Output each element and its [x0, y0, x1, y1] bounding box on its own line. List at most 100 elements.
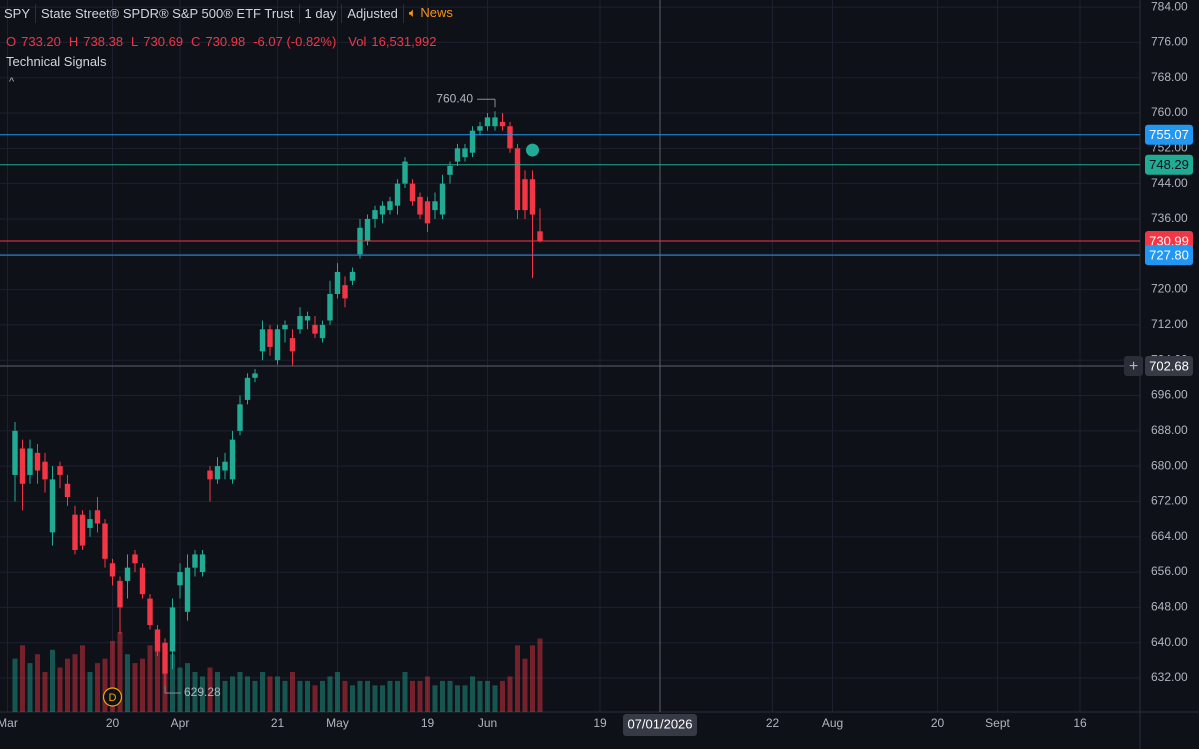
volume-bar	[320, 680, 325, 712]
candle-body	[222, 461, 228, 471]
price-badge-label: 755.07	[1149, 127, 1189, 142]
candle-body	[177, 572, 183, 586]
y-tick-label: 720.00	[1151, 282, 1188, 296]
volume-bar	[260, 672, 265, 712]
volume-bar	[290, 672, 295, 712]
event-marker[interactable]	[102, 687, 123, 707]
candle-body	[214, 466, 221, 480]
volume-bar	[170, 654, 175, 712]
news-label: News	[420, 5, 453, 20]
y-tick-label: 744.00	[1151, 176, 1188, 190]
volume-bar	[20, 645, 25, 712]
candle-body	[364, 218, 371, 242]
candle-body	[109, 563, 116, 577]
volume-bar	[35, 654, 40, 712]
collapse-button[interactable]: ^	[9, 76, 15, 88]
adjustment[interactable]: Adjusted	[342, 3, 404, 23]
volume-bar	[192, 672, 198, 712]
y-tick-label: 640.00	[1151, 635, 1188, 649]
volume-value: 16,531,992	[371, 34, 437, 49]
volume-bar	[207, 667, 213, 712]
volume-bar	[522, 658, 528, 712]
crosshair-x-label: 07/01/2026	[627, 716, 692, 731]
ohlc-key: L	[131, 34, 139, 49]
volume-bar	[470, 676, 475, 712]
volume-bar	[222, 680, 228, 712]
volume-bar	[12, 658, 18, 712]
candle-body	[402, 161, 408, 184]
ohlc-row: O 733.20 H 738.38 L 730.69 C 730.98 -6.07 (-0.82…	[0, 34, 436, 49]
candle-body	[499, 121, 506, 127]
volume-bar	[102, 658, 108, 712]
candle-body	[12, 430, 18, 475]
volume-bar	[365, 680, 370, 712]
candle-body	[72, 514, 78, 551]
candle-body	[207, 470, 213, 480]
volume-bar	[432, 685, 438, 712]
volume-bar	[500, 680, 505, 712]
candle-body	[432, 201, 438, 211]
price-badge-label: 748.29	[1149, 157, 1189, 172]
volume-bar	[282, 680, 288, 712]
candle-body	[439, 183, 446, 215]
candle-body	[192, 554, 198, 568]
volume-bar	[185, 663, 190, 712]
volume-bar	[132, 663, 138, 712]
x-tick-label: May	[326, 716, 349, 730]
volume-bar	[57, 667, 63, 712]
volume-bar	[462, 685, 468, 712]
candle-body	[229, 439, 236, 480]
volume-bar	[252, 680, 258, 712]
volume-bar	[477, 680, 483, 712]
news[interactable]: 🔈︎ News	[408, 5, 453, 20]
annotation-label: 760.40	[436, 91, 473, 105]
candle-body	[522, 179, 528, 211]
volume-bar	[72, 654, 78, 712]
y-tick-label: 688.00	[1151, 423, 1188, 437]
candle-body	[409, 183, 416, 202]
candle-body	[124, 567, 131, 581]
candle-body	[94, 510, 101, 524]
x-tick-label: Mar	[0, 716, 18, 730]
y-tick-label: 712.00	[1151, 317, 1188, 331]
candle-body	[289, 338, 296, 352]
ohlc-value: 730.69	[143, 34, 184, 49]
x-tick-label: Aug	[822, 716, 843, 730]
candle-body	[507, 126, 513, 149]
volume-bar	[515, 645, 520, 712]
interval[interactable]: 1 day	[300, 3, 343, 23]
candle-body	[132, 554, 138, 564]
candle-body	[162, 642, 168, 674]
candle-body	[169, 607, 176, 652]
ohlc-key: C	[191, 34, 201, 49]
y-tick-label: 784.00	[1151, 0, 1188, 13]
candle-body	[327, 293, 333, 321]
volume-bar	[297, 680, 303, 712]
candle-body	[27, 448, 33, 475]
candle-body	[244, 377, 251, 400]
candle-body	[484, 117, 491, 127]
candle-body	[394, 183, 401, 206]
crosshair-add-button[interactable]	[1124, 356, 1143, 377]
volume-bar	[455, 685, 460, 712]
price-badge-label: 730.99	[1149, 233, 1189, 248]
indicator[interactable]: Technical Signals	[6, 54, 107, 69]
candle-body	[297, 316, 303, 330]
volume-bar	[305, 680, 310, 712]
candle-body	[372, 210, 378, 219]
candle-body	[342, 285, 348, 299]
x-tick-label: Apr	[171, 716, 190, 730]
ohlc-key: H	[68, 34, 79, 49]
symbol[interactable]: SPY	[0, 3, 37, 23]
instrument-name[interactable]: State Street® SPDR® S&P 500® ETF Trust	[36, 3, 300, 23]
candle-body	[274, 329, 281, 361]
candle-body	[529, 179, 536, 215]
candle-body	[477, 126, 483, 131]
volume-bar	[50, 649, 55, 712]
y-tick-label: 672.00	[1151, 494, 1188, 508]
y-tick-label: 648.00	[1151, 600, 1188, 614]
candle-body	[304, 316, 311, 321]
candle-body	[64, 483, 71, 498]
x-tick-label: 20	[106, 716, 120, 730]
